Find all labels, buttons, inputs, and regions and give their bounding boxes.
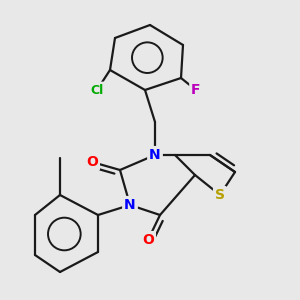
Text: N: N	[124, 198, 136, 212]
Text: Cl: Cl	[90, 83, 104, 97]
Text: O: O	[86, 155, 98, 169]
Text: F: F	[191, 83, 201, 97]
Text: N: N	[149, 148, 161, 162]
Text: S: S	[215, 188, 225, 202]
Text: O: O	[142, 233, 154, 247]
